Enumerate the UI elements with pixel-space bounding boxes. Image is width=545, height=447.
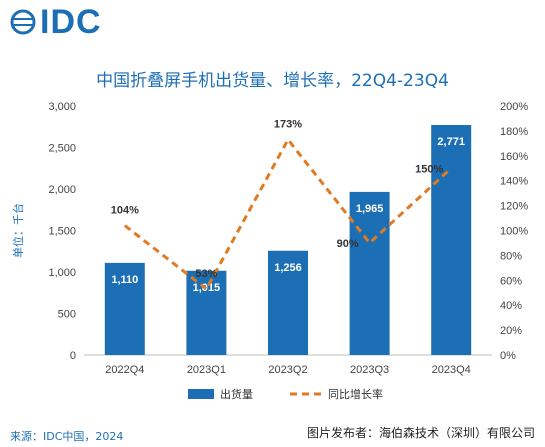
y-tick-label: 1,000: [48, 267, 76, 279]
y-tick-label: 3,000: [48, 101, 76, 113]
legend-bar-label: 出货量: [220, 387, 253, 401]
bar-value-label: 1,256: [274, 262, 302, 274]
legend-line-label: 同比增长率: [328, 387, 383, 401]
x-tick-label: 2023Q4: [432, 364, 471, 376]
y-tick-label: 2,000: [48, 184, 76, 196]
y2-tick-label: 0%: [500, 350, 516, 362]
bar-2023Q3: [349, 191, 390, 355]
y2-tick-label: 180%: [500, 126, 528, 138]
y2-tick-label: 100%: [500, 226, 528, 238]
idc-globe-icon: [10, 9, 36, 35]
x-tick-label: 2022Q4: [105, 364, 144, 376]
bar-2023Q2: [268, 250, 308, 355]
bar-2022Q4: [104, 262, 145, 355]
y-tick-label: 2,500: [48, 143, 76, 155]
y2-tick-label: 200%: [500, 101, 528, 113]
y2-tick-label: 80%: [500, 250, 522, 262]
idc-logo: IDC: [10, 2, 102, 41]
growth-rate-label: 173%: [274, 119, 302, 131]
source-note: 来源：IDC中国，2024: [10, 430, 124, 443]
growth-rate-label: 53%: [195, 268, 217, 280]
growth-rate-label: 150%: [415, 163, 443, 175]
y-tick-label: 1,500: [48, 226, 76, 238]
legend-bar-swatch: [188, 389, 214, 399]
bar-value-label: 2,771: [437, 136, 465, 148]
growth-rate-label: 90%: [337, 238, 359, 250]
y-tick-label: 500: [58, 309, 76, 321]
bar-value-label: 1,965: [356, 203, 384, 215]
y2-tick-label: 20%: [500, 325, 522, 337]
x-tick-label: 2023Q1: [187, 364, 226, 376]
y2-tick-label: 120%: [500, 201, 528, 213]
bar-2023Q1: [186, 270, 227, 355]
y-tick-label: 0: [70, 350, 76, 362]
y2-tick-label: 40%: [500, 300, 522, 312]
bar-value-label: 1,110: [111, 274, 138, 286]
bar-2023Q4: [431, 125, 472, 355]
x-tick-label: 2023Q2: [268, 364, 307, 376]
x-tick-label: 2023Q3: [350, 364, 389, 376]
y2-tick-label: 140%: [500, 176, 528, 188]
y2-tick-label: 160%: [500, 151, 528, 163]
growth-rate-label: 104%: [111, 205, 139, 217]
chart-title: 中国折叠屏手机出货量、增长率，22Q4-23Q4: [96, 71, 449, 91]
y2-tick-label: 60%: [500, 275, 522, 287]
idc-logo-text: IDC: [40, 2, 102, 41]
publisher-watermark: 图片发布者：海伯森技术（深圳）有限公司: [306, 426, 535, 440]
y-axis-label: 单位：千台: [11, 203, 25, 258]
